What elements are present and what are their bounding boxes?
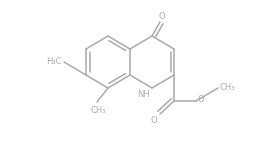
Text: O: O: [197, 95, 204, 104]
Text: CH₃: CH₃: [90, 106, 106, 115]
Text: NH: NH: [137, 90, 150, 99]
Text: CH₃: CH₃: [220, 83, 236, 92]
Text: O: O: [159, 12, 165, 21]
Text: H₃C: H₃C: [46, 58, 62, 67]
Text: O: O: [150, 116, 157, 125]
